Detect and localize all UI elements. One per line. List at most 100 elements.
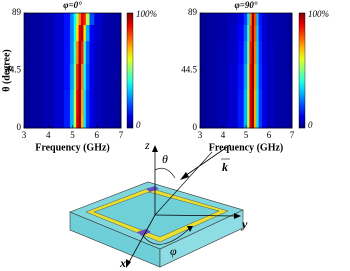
heat-cell	[24, 89, 31, 116]
heat-cell	[266, 63, 276, 90]
heat-cell	[76, 115, 79, 129]
heat-cell	[42, 13, 55, 26]
heat-cell	[73, 40, 77, 64]
heat-cell	[78, 40, 82, 64]
heat-cell	[254, 24, 257, 42]
heat-cell	[80, 24, 84, 42]
heat-cell	[85, 63, 90, 90]
heat-cell	[80, 89, 84, 116]
y-tick-label: 44.5	[5, 65, 21, 75]
heat-cell	[24, 13, 31, 26]
heat-cell	[243, 24, 248, 42]
heat-cell	[80, 115, 84, 129]
x-tick-label: 6	[95, 130, 100, 140]
heat-cell	[89, 115, 95, 129]
heat-cell	[286, 40, 293, 64]
heat-cell	[217, 63, 230, 90]
heat-cell	[205, 24, 218, 42]
heat-cell	[256, 40, 260, 64]
colorbar-tick-label: 100%	[308, 9, 329, 19]
heat-cell	[24, 40, 31, 64]
x-tick-label: 4	[46, 130, 51, 140]
heat-cell	[89, 40, 95, 64]
heat-cell	[102, 13, 116, 26]
chart-title: φ=0°	[63, 0, 82, 10]
heat-cell	[94, 13, 104, 26]
heat-cell	[205, 89, 218, 116]
heat-cell	[262, 115, 268, 129]
heat-cell	[274, 40, 287, 64]
heat-cell	[102, 89, 116, 116]
phi-label: φ	[170, 244, 177, 258]
heat-cell	[85, 40, 90, 64]
heat-cell	[262, 13, 268, 26]
heat-cell	[254, 89, 257, 116]
heat-cell	[73, 63, 77, 90]
heat-cell	[243, 13, 248, 26]
heat-cell	[228, 63, 239, 90]
heat-cell	[94, 40, 104, 64]
heat-cell	[114, 89, 122, 116]
y-axis-label: θ (degree)	[1, 49, 12, 92]
x-tick-label: 5	[70, 130, 75, 140]
z-label: z	[144, 138, 150, 152]
heat-cell	[258, 24, 263, 42]
heat-cell	[114, 115, 122, 129]
x-tick-label: 6	[267, 130, 272, 140]
heat-cell	[247, 89, 250, 116]
heat-cell	[30, 24, 43, 42]
heat-cell	[70, 115, 75, 129]
heat-cell	[286, 115, 293, 129]
heat-cell	[266, 24, 276, 42]
heat-cell	[256, 63, 260, 90]
heat-cell	[249, 24, 253, 42]
heat-cell	[266, 40, 276, 64]
heatmap	[200, 13, 293, 129]
structure-diagram: z θ k y x φ	[69, 138, 248, 270]
heat-cell	[286, 24, 293, 42]
heat-cell	[200, 115, 207, 129]
heat-cell	[251, 89, 255, 116]
heat-cell	[42, 24, 55, 42]
heat-cell	[64, 63, 71, 90]
heat-cell	[42, 89, 55, 116]
heat-cell	[237, 89, 245, 116]
heat-cell	[200, 63, 207, 90]
heat-cell	[73, 13, 77, 26]
y-tick-label: 89	[188, 7, 198, 17]
heatmap	[24, 13, 122, 129]
heat-cell	[205, 115, 218, 129]
heat-cell	[94, 24, 104, 42]
heat-cell	[274, 89, 287, 116]
heat-cell	[89, 63, 95, 90]
heat-cell	[254, 13, 257, 26]
heat-cell	[249, 89, 253, 116]
heat-cell	[237, 115, 245, 129]
heat-cell	[266, 89, 276, 116]
heat-cell	[286, 13, 293, 26]
heat-cell	[249, 13, 253, 26]
heat-cell	[54, 115, 65, 129]
heat-cell	[228, 89, 239, 116]
heat-cell	[251, 40, 255, 64]
k-label: k	[222, 160, 228, 174]
heat-cell	[83, 89, 87, 116]
heat-cell	[42, 40, 55, 64]
heat-cell	[42, 63, 55, 90]
heat-cell	[200, 24, 207, 42]
heat-cell	[286, 63, 293, 90]
heat-cell	[54, 40, 65, 64]
heat-cell	[78, 24, 82, 42]
heat-cell	[114, 63, 122, 90]
heat-cell	[80, 63, 84, 90]
heat-cell	[24, 115, 31, 129]
x-tick-label: 3	[198, 130, 203, 140]
heat-cell	[30, 63, 43, 90]
heat-cell	[247, 115, 250, 129]
heat-cell	[80, 13, 84, 26]
heat-cell	[89, 13, 95, 26]
heat-cell	[73, 115, 77, 129]
heat-cell	[262, 24, 268, 42]
heat-cell	[78, 89, 82, 116]
